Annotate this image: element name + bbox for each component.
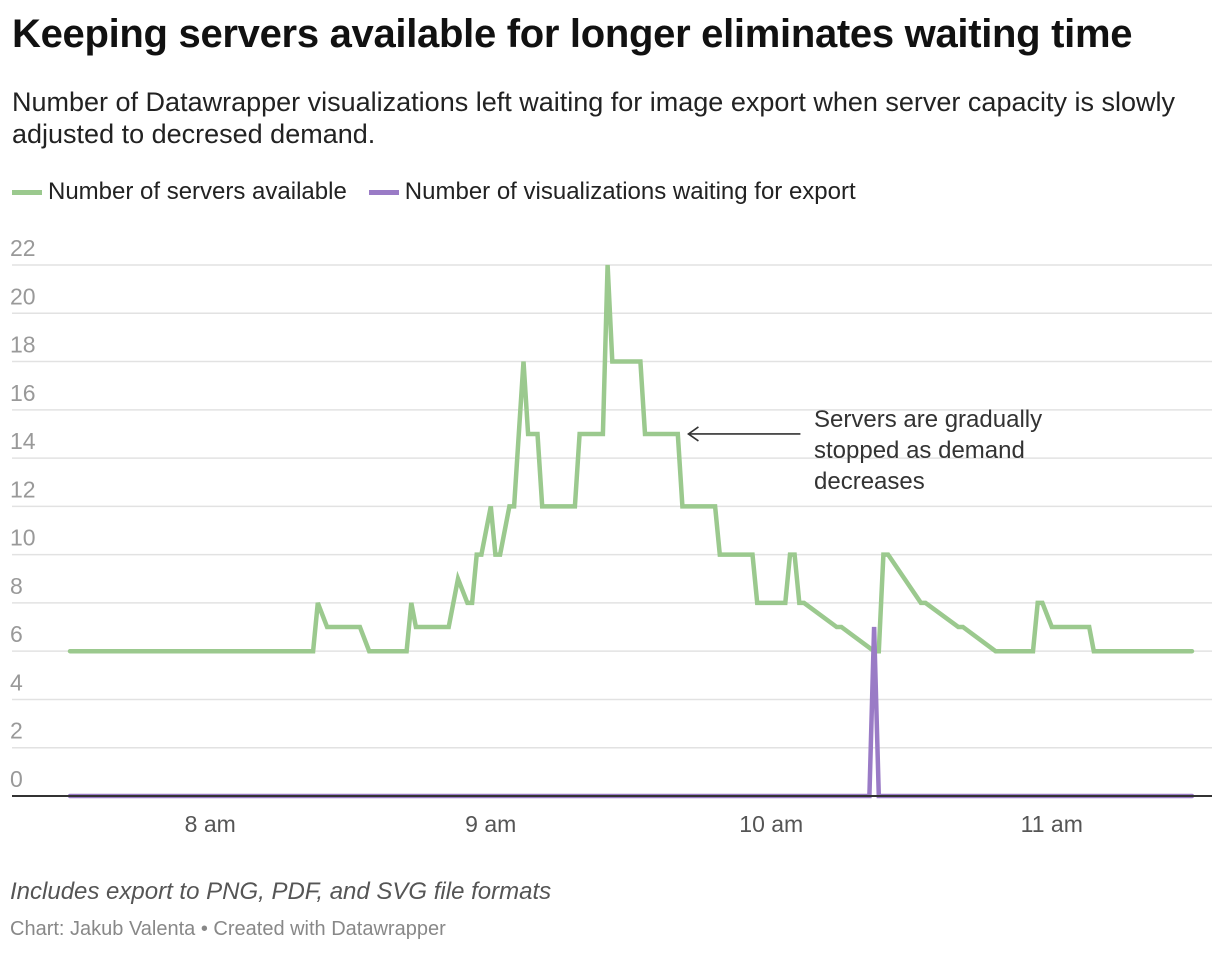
series-line-servers [67, 264, 1195, 654]
y-tick-label: 20 [10, 283, 36, 309]
y-tick-label: 2 [10, 718, 23, 744]
chart-note: Includes export to PNG, PDF, and SVG fil… [10, 878, 552, 905]
chart-title: Keeping servers available for longer eli… [12, 12, 1133, 56]
y-tick-label: 4 [10, 669, 23, 695]
legend-label-servers: Number of servers available [48, 178, 347, 205]
y-tick-label: 18 [10, 332, 36, 358]
x-tick-label: 11 am [1021, 811, 1083, 837]
annotation-arrowhead [687, 426, 699, 442]
chart-credit: Chart: Jakub Valenta • Created with Data… [10, 918, 446, 940]
y-tick-label: 16 [10, 380, 36, 406]
x-axis-ticks: 8 am 9 am 10 am 11 am [185, 811, 1083, 837]
legend-label-waiting: Number of visualizations waiting for exp… [404, 178, 856, 205]
y-tick-label: 14 [10, 428, 36, 454]
x-tick-label: 8 am [185, 811, 236, 837]
grid-lines [12, 264, 1212, 749]
y-tick-label: 22 [10, 235, 36, 261]
x-tick-label: 9 am [465, 811, 516, 837]
y-tick-label: 12 [10, 476, 36, 502]
legend-item-waiting: Number of visualizations waiting for exp… [368, 178, 856, 206]
series-lines [67, 264, 1195, 799]
y-tick-label: 0 [10, 766, 23, 792]
chart-subtitle: Number of Datawrapper visualizations lef… [12, 87, 1175, 149]
legend-swatch-servers [12, 189, 42, 195]
y-tick-label: 6 [10, 621, 23, 647]
x-tick-label: 10 am [739, 811, 803, 837]
annotation: Servers are gradually stopped as demand de… [687, 406, 1042, 495]
legend-swatch-waiting [368, 189, 399, 195]
annotation-text: Servers are gradually [814, 406, 1042, 433]
annotation-text: decreases [814, 468, 925, 495]
y-tick-label: 8 [10, 573, 23, 599]
legend: Number of servers available Number of vi… [12, 178, 878, 206]
legend-item-servers: Number of servers available [12, 178, 347, 206]
y-tick-label: 10 [10, 525, 36, 551]
annotation-text: stopped as demand [814, 437, 1025, 464]
